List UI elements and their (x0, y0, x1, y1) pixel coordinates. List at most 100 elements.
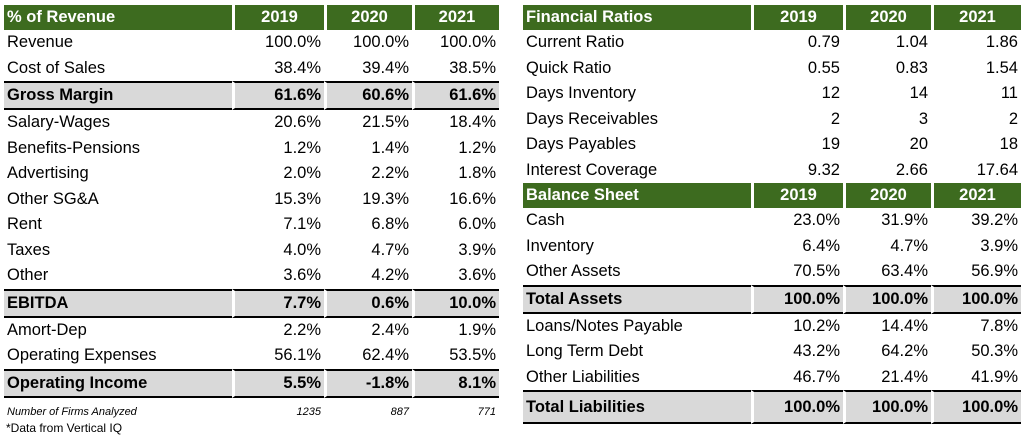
table-row-cash: Cash 23.0% 31.9% 39.2% (523, 208, 1021, 234)
table-row-revenue: Revenue 100.0% 100.0% 100.0% (4, 30, 499, 56)
table-row-current-ratio: Current Ratio 0.79 1.04 1.86 (523, 30, 1021, 56)
row-label: Long Term Debt (526, 342, 644, 361)
row-label: Salary-Wages (7, 113, 111, 132)
table-row-benefits-pensions: Benefits-Pensions 1.2% 1.4% 1.2% (4, 136, 499, 162)
row-label: EBITDA (4, 288, 232, 318)
table-row-loans-notes-payable: Loans/Notes Payable 10.2% 14.4% 7.8% (523, 314, 1021, 340)
row-value: 41.9% (971, 367, 1018, 386)
table-row-days-receivables: Days Receivables 2 3 2 (523, 107, 1021, 133)
row-value: 20.6% (274, 113, 321, 132)
row-value: 2.2% (283, 320, 321, 339)
year-header: 2020 (843, 183, 931, 208)
row-value: 2.0% (283, 164, 321, 183)
row-label: Revenue (7, 33, 74, 52)
income-statement-table: % of Revenue 2019 2020 2021 Revenue 100.0% 100… (4, 5, 499, 426)
row-value: 3 (918, 109, 928, 128)
table-row-gross-margin: Gross Margin 61.6% 60.6% 61.6% (4, 81, 499, 110)
section-title: Financial Ratios (523, 5, 751, 30)
row-label: Days Receivables (526, 109, 659, 128)
row-value: 1.4% (371, 138, 409, 157)
year-header: 2021 (412, 5, 499, 30)
row-value: 18 (999, 135, 1018, 154)
row-value: 100.0% (751, 284, 843, 314)
row-value: 100.0% (931, 284, 1021, 314)
year-header: 2021 (931, 183, 1021, 208)
row-value: 64.2% (881, 342, 928, 361)
row-label: Other SG&A (7, 189, 99, 208)
row-value: 16.6% (449, 189, 496, 208)
row-value: 2.4% (371, 320, 409, 339)
row-value: 1.9% (458, 320, 496, 339)
table-row-other-liabilities: Other Liabilities 46.7% 21.4% 41.9% (523, 365, 1021, 391)
table-row-operating-expenses: Operating Expenses 56.1% 62.4% 53.5% (4, 343, 499, 369)
row-value: 7.8% (980, 316, 1018, 335)
row-value: 53.5% (449, 346, 496, 365)
row-label: Cash (526, 211, 565, 230)
row-value: 39.2% (971, 211, 1018, 230)
row-label: Other (7, 266, 49, 285)
table-row-total-assets: Total Assets 100.0% 100.0% 100.0% (523, 284, 1021, 314)
year-header: 2019 (751, 183, 843, 208)
row-label: Operating Income (4, 368, 232, 398)
row-value: 38.5% (449, 58, 496, 77)
row-value: 100.0% (843, 390, 931, 424)
row-value: 56.9% (971, 262, 1018, 281)
row-value: 39.4% (362, 58, 409, 77)
row-label: Advertising (7, 164, 89, 183)
table-row-cost-of-sales: Cost of Sales 38.4% 39.4% 38.5% (4, 56, 499, 82)
row-value: 0.79 (807, 33, 840, 52)
row-value: 43.2% (793, 342, 840, 361)
table-row-operating-income: Operating Income 5.5% -1.8% 8.1% (4, 368, 499, 398)
row-value: 2 (1008, 109, 1018, 128)
row-value: 7.1% (283, 215, 321, 234)
row-value: 10.2% (793, 316, 840, 335)
row-value: 50.3% (971, 342, 1018, 361)
row-value: 2.2% (371, 164, 409, 183)
row-value: 6.4% (802, 236, 840, 255)
row-value: 61.6% (232, 81, 324, 110)
year-header: 2020 (843, 5, 931, 30)
table-row-quick-ratio: Quick Ratio 0.55 0.83 1.54 (523, 56, 1021, 82)
table-row-amort-dep: Amort-Dep 2.2% 2.4% 1.9% (4, 318, 499, 344)
row-value: 17.64 (976, 160, 1018, 179)
row-label: Days Inventory (526, 84, 637, 103)
row-value: 7.7% (232, 288, 324, 318)
row-value: 1.86 (985, 33, 1018, 52)
row-value: 2.66 (895, 160, 928, 179)
table-row-other: Other 3.6% 4.2% 3.6% (4, 263, 499, 289)
row-value: 6.0% (458, 215, 496, 234)
financial-ratios-table: Financial Ratios 2019 2020 2021 Current Rati… (523, 5, 1021, 424)
row-value: 0.55 (807, 58, 840, 77)
table-row-days-payables: Days Payables 19 20 18 (523, 132, 1021, 158)
table-row-other-assets: Other Assets 70.5% 63.4% 56.9% (523, 259, 1021, 285)
row-value: 1.8% (458, 164, 496, 183)
row-label: Gross Margin (4, 81, 232, 110)
row-label: Amort-Dep (7, 320, 87, 339)
firms-analyzed-count: 887 (390, 405, 409, 418)
row-value: 0.6% (324, 288, 412, 318)
row-value: 100.0% (931, 390, 1021, 424)
row-value: 4.0% (283, 240, 321, 259)
firms-analyzed-label: Number of Firms Analyzed (7, 405, 137, 418)
table-row-taxes: Taxes 4.0% 4.7% 3.9% (4, 238, 499, 264)
row-value: 100.0% (353, 33, 409, 52)
row-value: 3.6% (458, 266, 496, 285)
row-value: 4.2% (371, 266, 409, 285)
table-row-interest-coverage: Interest Coverage 9.32 2.66 17.64 (523, 158, 1021, 184)
row-value: 21.5% (362, 113, 409, 132)
table-row-rent: Rent 7.1% 6.8% 6.0% (4, 212, 499, 238)
table-row-long-term-debt: Long Term Debt 43.2% 64.2% 50.3% (523, 339, 1021, 365)
firms-analyzed-count: 1235 (296, 405, 321, 418)
row-value: 1.54 (985, 58, 1018, 77)
row-label: Other Assets (526, 262, 621, 281)
row-value: 19 (821, 135, 840, 154)
row-value: 1.2% (283, 138, 321, 157)
of-revenue-header-row: % of Revenue 2019 2020 2021 (4, 5, 499, 30)
row-value: 14.4% (881, 316, 928, 335)
year-header: 2020 (324, 5, 412, 30)
row-label: Inventory (526, 236, 594, 255)
row-label: Days Payables (526, 135, 637, 154)
row-label: Total Liabilities (523, 390, 751, 424)
row-value: 3.6% (283, 266, 321, 285)
row-label: Operating Expenses (7, 346, 157, 365)
